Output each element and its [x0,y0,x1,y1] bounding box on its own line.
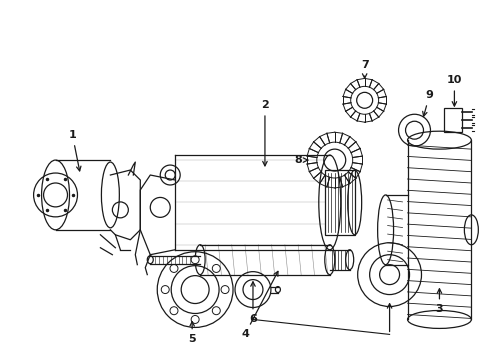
Circle shape [161,285,169,293]
Bar [444,108,463,132]
Text: 8: 8 [294,155,308,165]
Circle shape [170,307,178,315]
Circle shape [212,307,220,315]
Bar [325,170,355,235]
Circle shape [221,285,229,293]
Text: 2: 2 [261,100,269,166]
Circle shape [212,265,220,273]
Text: 7: 7 [361,60,368,78]
Text: 4: 4 [241,271,278,339]
Circle shape [170,265,178,273]
Text: 10: 10 [447,75,462,106]
Text: 5: 5 [188,321,196,345]
Text: 6: 6 [249,282,257,324]
Circle shape [191,315,199,323]
Text: 1: 1 [69,130,81,171]
Circle shape [191,256,199,264]
Text: 9: 9 [423,90,434,116]
Text: 3: 3 [436,289,443,315]
